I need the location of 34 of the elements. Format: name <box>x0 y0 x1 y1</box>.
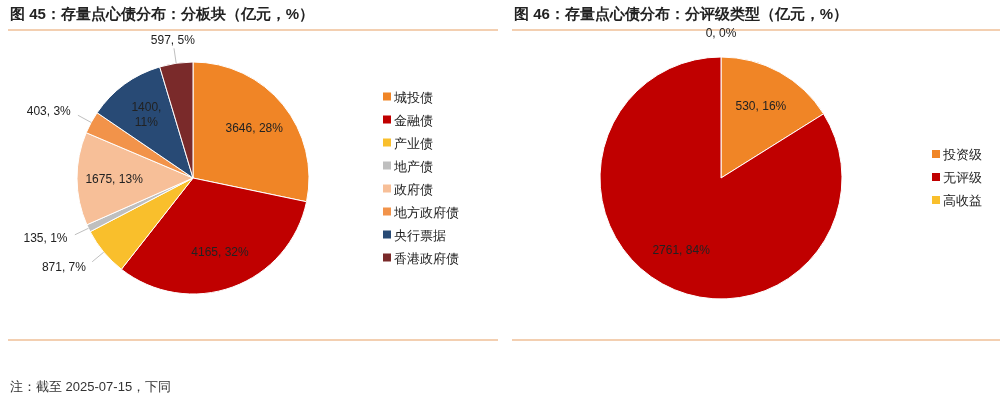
data-label: 1400, 11% <box>131 100 162 130</box>
legend-label: 政府债 <box>394 181 433 197</box>
legend-item: 央行票据 <box>383 227 446 243</box>
legend-label: 高收益 <box>943 193 982 208</box>
legend-item: 地方政府债 <box>383 204 459 220</box>
legend-item: 无评级 <box>932 170 982 185</box>
legend-label: 央行票据 <box>394 227 446 243</box>
legend-label: 金融债 <box>394 112 433 128</box>
text: 注：截至 2025-07-15，下同 <box>10 379 172 394</box>
legend-label: 无评级 <box>943 170 982 185</box>
data-label: 597, 5% <box>150 33 196 48</box>
legend-item: 地产债 <box>383 158 433 174</box>
legend-item: 金融债 <box>383 112 433 128</box>
data-label: 403, 3% <box>26 104 72 119</box>
legend-item: 投资级 <box>932 147 982 162</box>
legend-label: 地产债 <box>393 158 433 174</box>
legend-label: 投资级 <box>942 147 982 162</box>
chart-title: 图 45：存量点心债分布：分板块（亿元，%） <box>10 5 315 22</box>
data-label: 3646, 28% <box>225 121 284 136</box>
legend-label: 产业债 <box>394 135 433 151</box>
legend-item: 香港政府债 <box>383 250 459 266</box>
data-label: 871, 7% <box>41 259 87 274</box>
text: 0, 0% <box>705 25 737 40</box>
legend-item: 产业债 <box>383 135 433 151</box>
legend-label: 城投债 <box>393 89 433 105</box>
data-label: 4165, 32% <box>191 245 250 260</box>
chart-title: 图 46：存量点心债分布：分评级类型（亿元，%） <box>514 5 849 22</box>
legend-item: 政府债 <box>383 181 433 197</box>
data-label: 135, 1% <box>23 231 68 246</box>
legend-item: 高收益 <box>932 193 982 208</box>
data-label: 1675, 13% <box>85 171 144 186</box>
legend-item: 城投债 <box>383 89 433 105</box>
data-label: 530, 16% <box>735 99 787 114</box>
data-label: 2761, 84% <box>652 242 711 257</box>
